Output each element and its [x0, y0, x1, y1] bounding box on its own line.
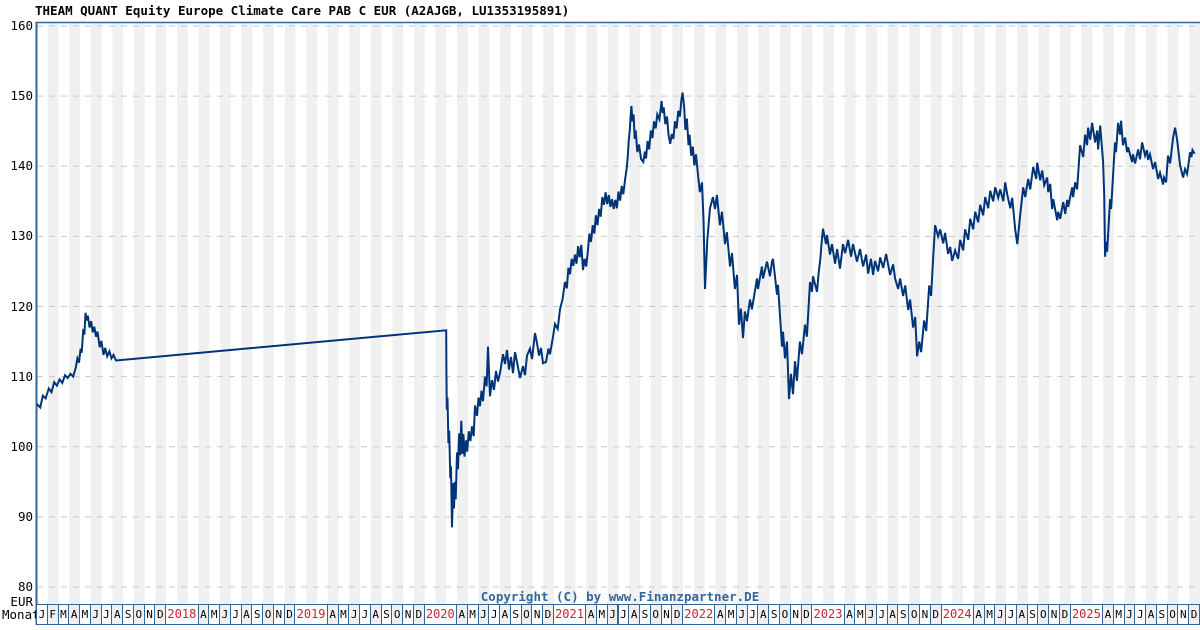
month-stripe [241, 23, 253, 604]
x-axis-year-cell: 2022 [682, 604, 716, 625]
month-stripe [413, 23, 425, 604]
month-stripe [1146, 23, 1157, 604]
y-tick-label: 80 [17, 579, 33, 594]
x-axis-year-cell: 2025 [1069, 604, 1104, 625]
month-stripe [780, 23, 791, 604]
x-axis-year-cell: 2023 [811, 604, 845, 625]
month-stripe [349, 23, 361, 604]
x-axis-month-cell: D [1188, 604, 1200, 625]
month-stripe [887, 23, 899, 604]
x-axis-year-cell: 2021 [552, 604, 587, 625]
month-stripe [456, 23, 468, 604]
month-stripe [327, 23, 339, 604]
month-stripe [758, 23, 770, 604]
month-stripe [306, 23, 317, 604]
month-stripe [543, 23, 554, 604]
month-stripe [284, 23, 296, 604]
y-axis-unit-label: EUR [10, 594, 33, 609]
month-stripe [435, 23, 447, 604]
month-stripe [586, 23, 597, 604]
month-stripe [155, 23, 167, 604]
month-stripe [263, 23, 274, 604]
month-stripe [1038, 23, 1050, 604]
month-stripe [90, 23, 102, 604]
month-stripe [995, 23, 1007, 604]
month-stripe [1016, 23, 1028, 604]
month-stripe [521, 23, 533, 604]
x-axis-row-label: Monat [2, 607, 40, 622]
month-stripe [47, 23, 59, 604]
y-tick-label: 150 [10, 88, 33, 104]
month-stripe [1189, 23, 1200, 604]
y-tick-label: 130 [10, 228, 33, 244]
month-stripe [478, 23, 490, 604]
y-tick-label: 140 [10, 158, 33, 174]
y-tick-label: 90 [17, 508, 33, 524]
price-line [36, 92, 1196, 528]
month-stripe [930, 23, 942, 604]
month-stripe [650, 23, 662, 604]
month-stripe [133, 23, 145, 604]
month-stripe [220, 23, 231, 604]
month-stripe [1060, 23, 1071, 604]
month-stripe [1103, 23, 1114, 604]
y-tick-label: 120 [10, 298, 33, 314]
x-axis-year-cell: 2019 [294, 604, 328, 625]
month-stripe [112, 23, 124, 604]
month-stripe [1124, 23, 1136, 604]
month-stripe [500, 23, 511, 604]
month-stripe [823, 23, 834, 604]
copyright-watermark: Copyright (C) by www.Finanzpartner.DE [480, 589, 760, 604]
chart-title: THEAM QUANT Equity Europe Climate Care P… [35, 3, 570, 18]
month-stripe [176, 23, 188, 604]
month-stripe [952, 23, 964, 604]
month-stripe [909, 23, 921, 604]
month-stripe [693, 23, 705, 604]
month-stripe [69, 23, 81, 604]
month-stripe [1081, 23, 1093, 604]
x-axis-year-cell: 2020 [423, 604, 457, 625]
month-stripe [607, 23, 619, 604]
month-stripe [1167, 23, 1179, 604]
month-stripe [715, 23, 727, 604]
month-stripe [370, 23, 382, 604]
month-stripe [973, 23, 985, 604]
month-stripe [564, 23, 576, 604]
x-axis-year-cell: 2024 [940, 604, 974, 625]
month-stripe [866, 23, 877, 604]
y-tick-label: 160 [10, 18, 33, 33]
month-stripe [736, 23, 748, 604]
x-axis-year-cell: 2018 [165, 604, 199, 625]
month-stripe [392, 23, 404, 604]
month-stripe [629, 23, 641, 604]
month-stripe [672, 23, 684, 604]
month-stripe [844, 23, 856, 604]
y-tick-label: 110 [10, 368, 33, 384]
month-stripe [801, 23, 813, 604]
y-tick-label: 100 [10, 438, 33, 454]
month-stripe [198, 23, 210, 604]
